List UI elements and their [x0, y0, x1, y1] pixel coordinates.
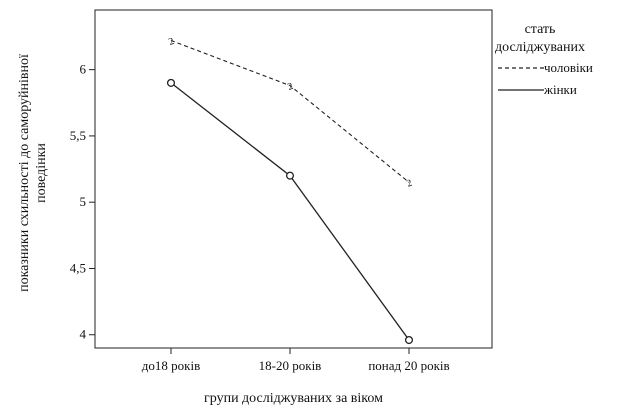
y-tick-label: 4: [80, 327, 87, 342]
series-line-2: [170, 82, 410, 341]
data-point-label: 2: [167, 36, 175, 48]
legend-label: жінки: [543, 82, 577, 97]
data-point: [285, 171, 295, 180]
y-tick-label: 5: [80, 194, 87, 209]
x-tick-label: 18-20 років: [259, 358, 322, 373]
x-axis-title: групи досліджуваних за віком: [204, 391, 383, 406]
data-point-label: 2: [286, 81, 294, 93]
legend-label: чоловіки: [544, 60, 593, 75]
series-layer: 2 2 2: [166, 36, 414, 345]
x-tick-label: понад 20 років: [368, 358, 449, 373]
data-point: [404, 335, 414, 345]
data-point: [166, 78, 176, 87]
data-point-label: 2: [405, 178, 413, 190]
series-line-1: [170, 39, 410, 183]
y-axis-title-line: поведінки: [34, 143, 49, 203]
plot-frame: [94, 9, 493, 349]
legend: стать досліджуваних чоловіки жінки: [495, 22, 593, 97]
axis-layer: 4 4,5 5 5,5 6 до18 років 18-20 років понад 20 р…: [17, 54, 450, 406]
y-tick-label: 5,5: [70, 128, 86, 143]
legend-title: досліджуваних: [495, 40, 585, 55]
y-tick-label: 4,5: [70, 260, 86, 275]
y-axis-title: показники схильності до саморуйнівної пов…: [17, 54, 49, 292]
y-tick-label: 6: [80, 62, 87, 77]
plot-layer: [94, 9, 493, 349]
y-axis-title-line: показники схильності до саморуйнівної: [17, 54, 32, 292]
legend-title: стать: [525, 22, 556, 37]
x-tick-label: до18 років: [142, 358, 200, 373]
